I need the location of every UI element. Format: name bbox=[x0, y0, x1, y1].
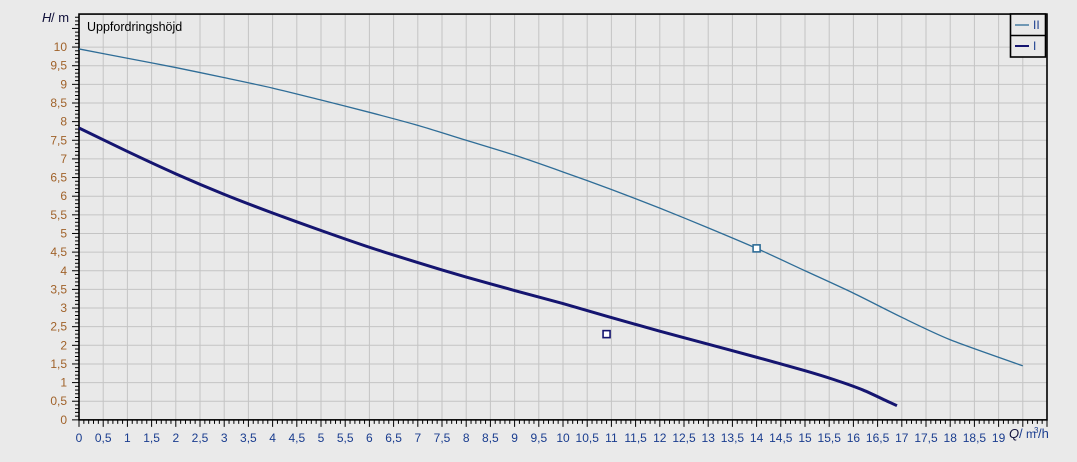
svg-text:17,5: 17,5 bbox=[914, 431, 938, 445]
svg-text:10: 10 bbox=[556, 431, 570, 445]
svg-text:11: 11 bbox=[605, 431, 618, 445]
svg-text:9,5: 9,5 bbox=[50, 59, 67, 73]
svg-text:12,5: 12,5 bbox=[672, 431, 696, 445]
svg-text:1: 1 bbox=[60, 376, 67, 390]
svg-text:14,5: 14,5 bbox=[769, 431, 793, 445]
svg-text:19: 19 bbox=[992, 431, 1006, 445]
svg-text:11,5: 11,5 bbox=[624, 431, 647, 445]
svg-text:6,5: 6,5 bbox=[50, 171, 67, 185]
svg-text:2,5: 2,5 bbox=[192, 431, 209, 445]
svg-text:9,5: 9,5 bbox=[530, 431, 547, 445]
svg-text:5: 5 bbox=[60, 226, 67, 240]
svg-text:13: 13 bbox=[702, 431, 716, 445]
svg-text:4: 4 bbox=[269, 431, 276, 445]
svg-text:4,5: 4,5 bbox=[288, 431, 305, 445]
svg-text:Q: Q bbox=[1009, 426, 1019, 441]
svg-text:0: 0 bbox=[76, 431, 83, 445]
svg-text:9: 9 bbox=[511, 431, 518, 445]
svg-text:3,5: 3,5 bbox=[240, 431, 257, 445]
svg-text:I: I bbox=[1033, 39, 1036, 53]
svg-text:13,5: 13,5 bbox=[721, 431, 745, 445]
svg-text:0,5: 0,5 bbox=[50, 394, 67, 408]
svg-text:15,5: 15,5 bbox=[818, 431, 842, 445]
svg-text:16,5: 16,5 bbox=[866, 431, 890, 445]
svg-text:3: 3 bbox=[60, 301, 67, 315]
svg-text:12: 12 bbox=[653, 431, 667, 445]
svg-text:8: 8 bbox=[60, 115, 67, 129]
svg-text:Uppfordringshöjd: Uppfordringshöjd bbox=[87, 20, 182, 34]
svg-text:18: 18 bbox=[944, 431, 958, 445]
svg-text:5: 5 bbox=[318, 431, 325, 445]
svg-text:5,5: 5,5 bbox=[337, 431, 354, 445]
svg-text:3: 3 bbox=[221, 431, 228, 445]
svg-text:10: 10 bbox=[54, 40, 68, 54]
svg-text:6: 6 bbox=[366, 431, 373, 445]
svg-text:1: 1 bbox=[124, 431, 131, 445]
svg-text:/h: /h bbox=[1038, 426, 1049, 441]
svg-text:4: 4 bbox=[60, 264, 67, 278]
svg-text:7,5: 7,5 bbox=[434, 431, 451, 445]
svg-text:1,5: 1,5 bbox=[143, 431, 160, 445]
svg-text:2: 2 bbox=[172, 431, 179, 445]
svg-text:9: 9 bbox=[60, 77, 67, 91]
svg-text:17: 17 bbox=[895, 431, 909, 445]
svg-text:II: II bbox=[1033, 18, 1040, 32]
svg-text:2,5: 2,5 bbox=[50, 320, 67, 334]
svg-text:14: 14 bbox=[750, 431, 764, 445]
svg-text:6,5: 6,5 bbox=[385, 431, 402, 445]
svg-text:16: 16 bbox=[847, 431, 861, 445]
svg-text:18,5: 18,5 bbox=[963, 431, 987, 445]
svg-text:0,5: 0,5 bbox=[95, 431, 112, 445]
svg-text:0: 0 bbox=[60, 413, 67, 427]
svg-text:/: / bbox=[1019, 426, 1023, 441]
svg-text:7: 7 bbox=[60, 152, 67, 166]
svg-text:8,5: 8,5 bbox=[482, 431, 499, 445]
svg-text:1,5: 1,5 bbox=[50, 357, 67, 371]
svg-text:8: 8 bbox=[463, 431, 470, 445]
svg-text:8,5: 8,5 bbox=[50, 96, 67, 110]
svg-text:15: 15 bbox=[798, 431, 812, 445]
svg-text:6: 6 bbox=[60, 189, 67, 203]
svg-text:5,5: 5,5 bbox=[50, 208, 67, 222]
svg-text:7: 7 bbox=[414, 431, 421, 445]
svg-text:3,5: 3,5 bbox=[50, 282, 67, 296]
svg-text:10,5: 10,5 bbox=[576, 431, 600, 445]
svg-text:/ m: / m bbox=[51, 10, 69, 25]
svg-text:7,5: 7,5 bbox=[50, 133, 67, 147]
svg-text:4,5: 4,5 bbox=[50, 245, 67, 259]
svg-text:2: 2 bbox=[60, 338, 67, 352]
